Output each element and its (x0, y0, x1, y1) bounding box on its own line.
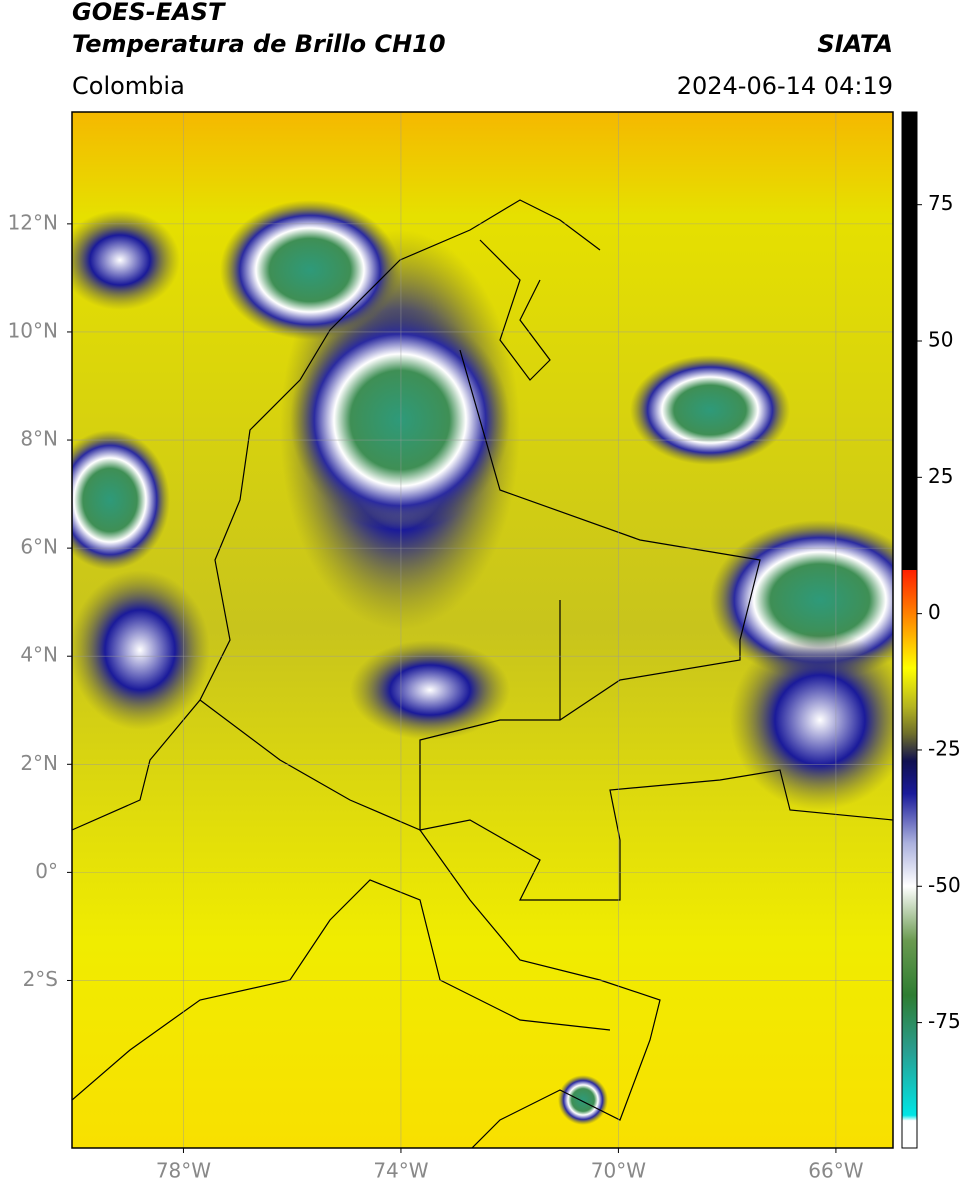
region: Colombia (72, 72, 185, 100)
map-frame (71, 111, 894, 1149)
y-tick-label: 4°N (20, 643, 58, 667)
x-tick-label: 74°W (373, 1159, 428, 1183)
cloud (72, 210, 180, 310)
x-tick-label: 70°W (591, 1159, 646, 1183)
cloud (290, 310, 510, 530)
border (479, 239, 551, 381)
cloud (350, 640, 510, 740)
y-tick-label: 0° (35, 859, 58, 883)
colorbar-tick-label: -50 (928, 873, 961, 897)
colorbar (901, 111, 918, 1149)
y-tick-label: 10°N (8, 318, 58, 342)
map-image (72, 112, 893, 1148)
colorbar-tick-label: 0 (928, 600, 941, 624)
cloud (558, 1075, 608, 1125)
y-tick-label: 6°N (20, 535, 58, 559)
y-tick-label: 8°N (20, 427, 58, 451)
cloud (72, 430, 170, 570)
colorbar-tick-label: -25 (928, 736, 961, 760)
border (199, 699, 661, 1148)
colorbar-tick-label: 25 (928, 464, 953, 488)
timestamp: 2024-06-14 04:19 (677, 72, 893, 100)
cloud (72, 570, 210, 730)
y-tick-label: 12°N (8, 210, 58, 234)
border (72, 879, 611, 1101)
grid (72, 112, 893, 1148)
source: SIATA (817, 30, 893, 58)
border (72, 199, 601, 831)
title: GOES-EAST (72, 0, 226, 26)
y-tick-label: 2°S (23, 967, 58, 991)
subtitle: Temperatura de Brillo CH10 (72, 30, 446, 58)
x-tick-label: 78°W (156, 1159, 211, 1183)
y-tick-label: 2°N (20, 751, 58, 775)
cloud (730, 630, 893, 810)
x-tick-label: 66°W (808, 1159, 863, 1183)
colorbar-tick-label: 50 (928, 328, 953, 352)
colorbar-tick-label: -75 (928, 1009, 961, 1033)
cloud (630, 355, 790, 465)
colorbar-tick-label: 75 (928, 191, 953, 215)
